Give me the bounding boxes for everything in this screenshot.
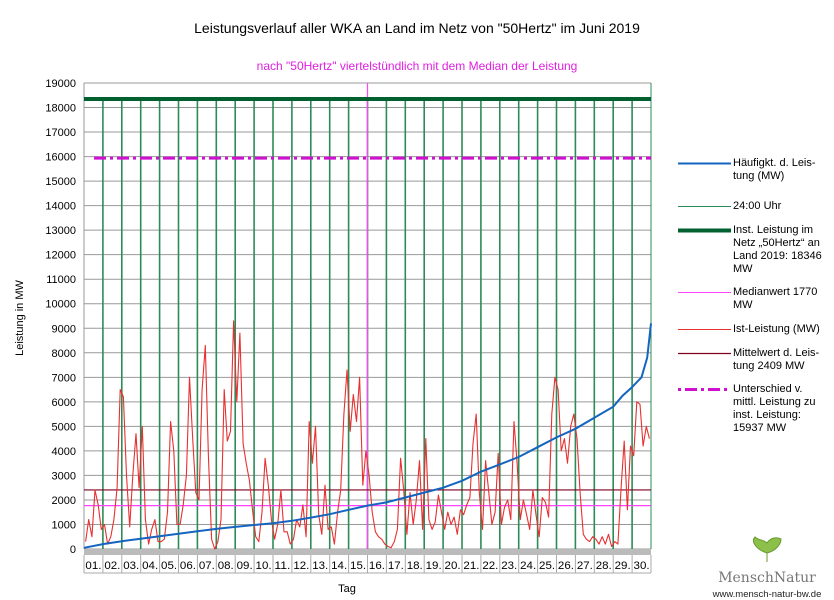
legend-text: 24:00 Uhr bbox=[733, 200, 782, 212]
y-tick-label: 14000 bbox=[45, 201, 76, 213]
legend-entry-frequency: Häufigkt. d. Leis-tung (MW) bbox=[733, 157, 833, 183]
x-tick-label: 26. bbox=[558, 560, 574, 572]
y-tick-label: 2000 bbox=[52, 495, 76, 507]
logo-name: MenschNatur bbox=[718, 570, 816, 586]
y-tick-label: 0 bbox=[70, 544, 76, 556]
x-tick-label: 14. bbox=[331, 560, 347, 572]
chart-subtitle: nach "50Hertz" viertelstündlich mit dem … bbox=[256, 59, 578, 73]
legend-text: 15937 MW bbox=[733, 422, 787, 434]
y-tick-label: 8000 bbox=[52, 348, 76, 360]
ginkgo-leaf-icon bbox=[753, 536, 782, 562]
y-tick-label: 11000 bbox=[46, 274, 76, 286]
actual-power-line bbox=[85, 320, 650, 550]
x-tick-label: 29. bbox=[615, 560, 631, 572]
x-tick-label: 20. bbox=[445, 560, 461, 572]
y-tick-label: 18000 bbox=[45, 103, 76, 115]
x-tick-label: 02. bbox=[104, 560, 120, 572]
x-tick-label: 27. bbox=[577, 560, 593, 572]
legend-text: tung 2409 MW bbox=[733, 360, 805, 372]
y-tick-label: 9000 bbox=[52, 323, 76, 335]
legend-text: inst. Leistung: bbox=[733, 409, 801, 421]
x-tick-label: 03. bbox=[123, 560, 139, 572]
legend-entry-installed: Inst. Leistung im Netz „50Hertz“ an Land 2… bbox=[733, 224, 833, 276]
y-tick-label: 7000 bbox=[52, 372, 76, 384]
x-tick-label: 18. bbox=[407, 560, 423, 572]
legend-text: Inst. Leistung im bbox=[733, 224, 814, 236]
x-axis-label: Tag bbox=[338, 583, 356, 595]
y-tick-label: 3000 bbox=[52, 470, 76, 482]
legend-text: MW bbox=[733, 299, 753, 311]
x-axis-band bbox=[84, 549, 651, 555]
x-tick-label: 15. bbox=[350, 560, 366, 572]
y-tick-label: 17000 bbox=[45, 127, 76, 139]
legend-text: Ist-Leistung (MW) bbox=[733, 323, 820, 335]
legend-text: tung (MW) bbox=[733, 170, 785, 182]
x-tick-label: 13. bbox=[312, 560, 328, 572]
x-tick-label: 21. bbox=[463, 560, 479, 572]
x-tick-label: 24. bbox=[520, 560, 536, 572]
y-tick-label: 10000 bbox=[45, 299, 76, 311]
x-tick-label: 08. bbox=[218, 560, 234, 572]
x-tick-label: 10. bbox=[256, 560, 272, 572]
x-tick-label: 25. bbox=[539, 560, 555, 572]
y-tick-label: 5000 bbox=[52, 421, 76, 433]
x-tick-label: 09. bbox=[237, 560, 253, 572]
y-tick-label: 16000 bbox=[45, 152, 76, 164]
logo-url: www.mensch-natur-bw.de bbox=[712, 589, 822, 600]
x-tick-label: 12. bbox=[293, 560, 309, 572]
x-tick-label: 30. bbox=[634, 560, 650, 572]
legend-entry-actual: Ist-Leistung (MW) bbox=[733, 323, 833, 336]
legend-text: mittl. Leistung zu bbox=[733, 396, 816, 408]
x-tick-label: 01. bbox=[85, 560, 101, 572]
chart-title: Leistungsverlauf aller WKA an Land im Ne… bbox=[194, 20, 640, 36]
y-tick-label: 1000 bbox=[52, 519, 76, 531]
legend-text: Häufigkt. d. Leis- bbox=[733, 157, 816, 169]
x-tick-label: 22. bbox=[482, 560, 498, 572]
x-tick-label: 19. bbox=[426, 560, 442, 572]
legend-text: Mittelwert d. Leis- bbox=[733, 347, 820, 359]
legend-entry-difference: Unterschied v. mittl. Leistung zu inst. Le… bbox=[733, 383, 833, 435]
y-tick-label: 15000 bbox=[45, 176, 76, 188]
y-tick-label: 13000 bbox=[45, 225, 76, 237]
y-tick-label: 4000 bbox=[52, 446, 76, 458]
legend-text: Netz „50Hertz“ an bbox=[733, 237, 820, 249]
x-tick-label: 16. bbox=[369, 560, 385, 572]
legend-text: Unterschied v. bbox=[733, 383, 803, 395]
y-tick-label: 12000 bbox=[45, 250, 76, 262]
x-tick-label: 11. bbox=[274, 560, 290, 572]
y-tick-label: 6000 bbox=[52, 397, 76, 409]
legend-text: MW bbox=[733, 263, 753, 275]
frequency-curve bbox=[83, 323, 652, 549]
x-tick-label: 28. bbox=[596, 560, 612, 572]
legend-text: Medianwert 1770 bbox=[733, 286, 818, 298]
x-tick-label: 05. bbox=[161, 560, 177, 572]
legend-text: Land 2019: 18346 bbox=[733, 250, 822, 262]
legend-entry-mean: Mittelwert d. Leis-tung 2409 MW bbox=[733, 347, 833, 373]
x-tick-label: 17. bbox=[388, 560, 404, 572]
legend-entry-median: Medianwert 1770 MW bbox=[733, 286, 833, 312]
x-tick-label: 06. bbox=[180, 560, 196, 572]
x-tick-label: 04. bbox=[142, 560, 158, 572]
logo: MenschNatur www.mensch-natur-bw.de bbox=[700, 535, 834, 600]
y-tick-label: 19000 bbox=[45, 78, 76, 90]
legend-entry-midnight: 24:00 Uhr bbox=[733, 200, 833, 213]
x-tick-label: 23. bbox=[501, 560, 517, 572]
x-tick-label: 07. bbox=[199, 560, 215, 572]
